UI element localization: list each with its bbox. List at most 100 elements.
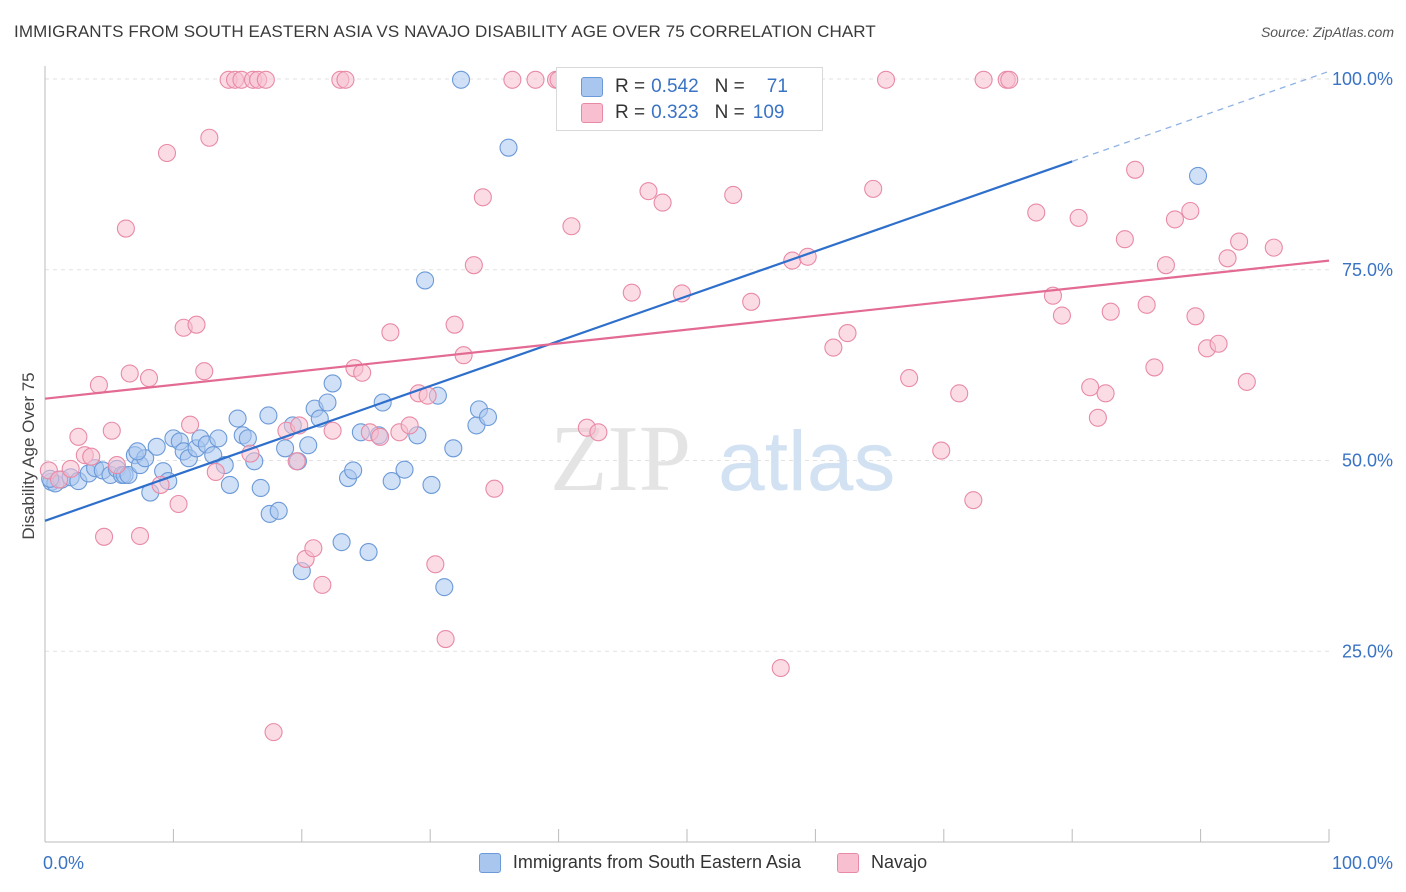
point-navajo xyxy=(304,539,323,558)
point-navajo xyxy=(824,338,843,357)
point-immigrants xyxy=(323,374,342,393)
point-navajo xyxy=(900,369,919,388)
trend-line-navajo xyxy=(44,259,1330,400)
point-navajo xyxy=(200,128,219,147)
point-immigrants xyxy=(416,271,435,290)
point-navajo xyxy=(974,70,993,89)
point-navajo xyxy=(1052,306,1071,325)
point-navajo xyxy=(1156,256,1175,275)
point-navajo xyxy=(771,658,790,678)
point-navajo xyxy=(157,143,177,163)
legend-swatch-navajo xyxy=(581,103,603,123)
point-navajo xyxy=(1096,384,1115,403)
y-tick-label: 50.0% xyxy=(1342,451,1393,471)
axes: 25.0% 50.0% 75.0% 100.0% 0.0% 100.0% xyxy=(43,66,1393,873)
point-navajo xyxy=(653,193,672,212)
point-immigrants xyxy=(395,460,414,479)
point-navajo xyxy=(639,182,658,201)
y-tick-label: 25.0% xyxy=(1342,641,1393,661)
point-immigrants xyxy=(344,461,363,480)
watermark: ZIP atlas xyxy=(550,407,895,511)
legend-n-value: 71 xyxy=(766,76,788,97)
point-navajo xyxy=(526,70,545,89)
point-navajo xyxy=(1165,210,1184,229)
point-immigrants xyxy=(238,429,257,448)
point-immigrants xyxy=(269,501,288,520)
point-navajo xyxy=(95,527,114,546)
point-navajo xyxy=(116,219,135,238)
trend-lines xyxy=(44,70,1330,522)
chart-title: IMMIGRANTS FROM SOUTH EASTERN ASIA VS NA… xyxy=(14,22,876,41)
data-points xyxy=(39,70,1283,742)
legend-swatch-immigrants xyxy=(478,852,501,873)
point-navajo xyxy=(964,491,983,510)
point-immigrants xyxy=(119,465,138,485)
point-immigrants xyxy=(128,442,147,461)
point-navajo xyxy=(1027,203,1046,222)
point-navajo xyxy=(1237,372,1256,391)
point-navajo xyxy=(742,292,761,311)
point-immigrants xyxy=(259,406,278,425)
legend-r-label: R = xyxy=(615,76,646,97)
point-navajo xyxy=(838,324,857,343)
point-navajo xyxy=(876,70,896,89)
legend-item-navajo[interactable]: Navajo xyxy=(837,852,927,873)
point-navajo xyxy=(181,415,200,434)
point-navajo xyxy=(1088,408,1107,427)
point-navajo xyxy=(464,256,483,275)
point-navajo xyxy=(932,441,951,460)
point-navajo xyxy=(1145,358,1164,377)
point-navajo xyxy=(256,70,275,89)
y-tick-label: 100.0% xyxy=(1332,69,1393,89)
point-navajo xyxy=(1000,70,1019,89)
legend-label-immigrants: Immigrants from South Eastern Asia xyxy=(512,852,802,872)
legend-r-value: 0.542 xyxy=(651,76,699,97)
point-navajo xyxy=(485,479,504,498)
point-navajo xyxy=(436,629,455,649)
legend-item-immigrants[interactable]: Immigrants from South Eastern Asia xyxy=(478,852,802,873)
point-navajo xyxy=(353,363,372,382)
point-immigrants xyxy=(444,439,463,458)
point-navajo xyxy=(323,421,342,440)
point-navajo xyxy=(1081,378,1100,397)
series-legend: Immigrants from South Eastern Asia Navaj… xyxy=(0,852,1406,873)
point-immigrants xyxy=(451,70,471,89)
point-navajo xyxy=(1230,232,1249,251)
point-navajo xyxy=(1069,208,1088,227)
watermark-atlas: atlas xyxy=(718,414,895,508)
point-immigrants xyxy=(299,436,318,455)
point-navajo xyxy=(102,421,121,440)
watermark-zip: ZIP xyxy=(550,407,691,511)
x-tick-label: 100.0% xyxy=(1332,853,1393,873)
point-immigrants xyxy=(276,439,295,458)
point-navajo xyxy=(120,364,139,383)
point-immigrants xyxy=(382,472,401,491)
point-immigrants xyxy=(147,437,166,456)
legend-r-value: 0.323 xyxy=(651,102,699,123)
point-immigrants xyxy=(220,475,239,494)
y-axis-label: Disability Age Over 75 xyxy=(19,372,38,539)
point-navajo xyxy=(1137,295,1156,314)
point-immigrants xyxy=(318,393,337,412)
point-navajo xyxy=(195,362,214,381)
point-navajo xyxy=(313,575,332,594)
point-immigrants xyxy=(422,475,441,494)
point-navajo xyxy=(864,179,883,198)
point-navajo xyxy=(130,526,150,546)
point-navajo xyxy=(82,447,101,466)
point-navajo xyxy=(287,452,306,471)
stats-legend: R = 0.542 N = 71 R = 0.323 N = 109 xyxy=(556,67,823,131)
legend-row-immigrants: R = 0.542 N = 71 xyxy=(581,75,788,99)
point-navajo xyxy=(107,456,126,475)
point-navajo xyxy=(503,70,522,89)
point-immigrants xyxy=(435,578,454,597)
point-navajo xyxy=(151,475,170,494)
point-navajo xyxy=(1218,249,1237,268)
legend-label-navajo: Navajo xyxy=(871,852,928,872)
point-immigrants xyxy=(359,543,378,562)
source-label: Source: ZipAtlas.com xyxy=(1260,24,1394,40)
point-navajo xyxy=(562,217,581,236)
point-navajo xyxy=(61,459,80,478)
point-navajo xyxy=(426,555,445,574)
